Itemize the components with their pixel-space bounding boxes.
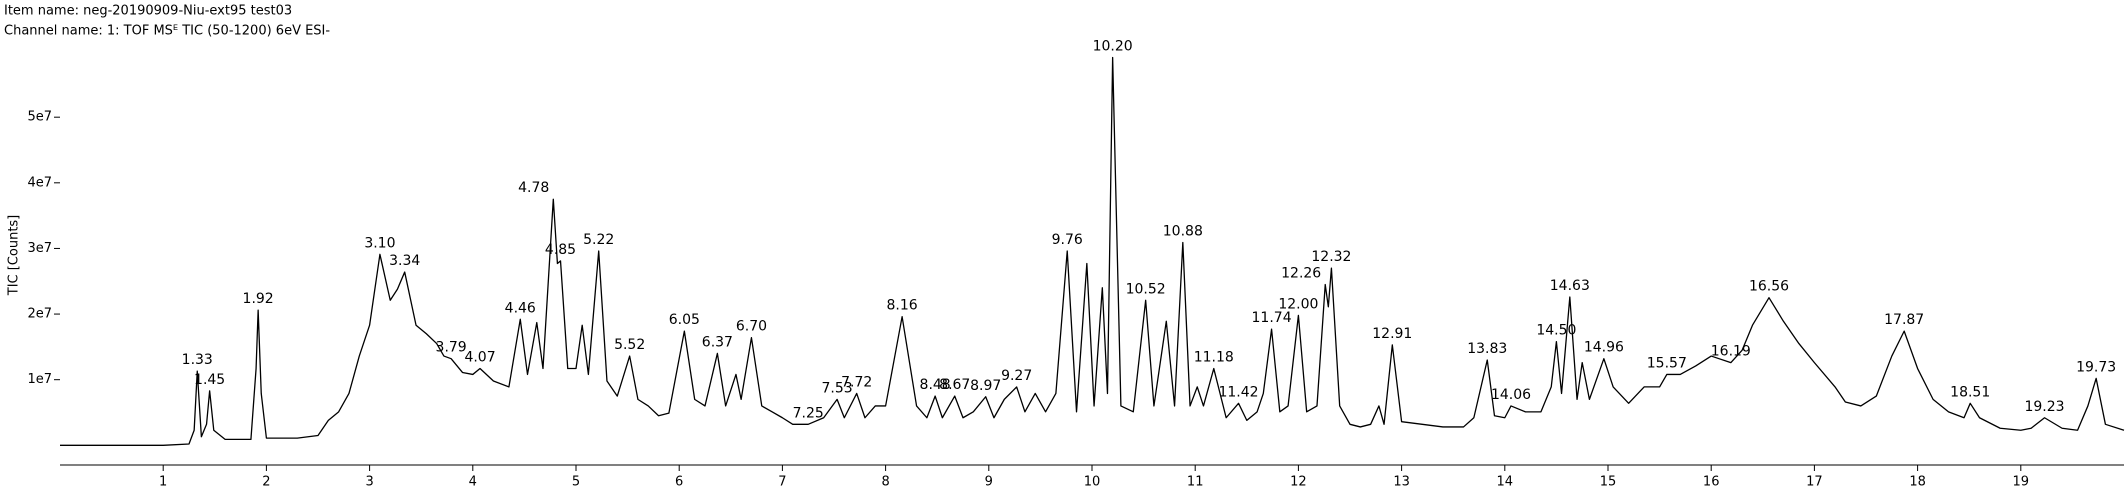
peak-label: 5.22 — [583, 232, 614, 248]
y-tick-label: 4e7 — [27, 175, 52, 190]
x-tick-label: 11 — [1187, 475, 1204, 490]
peak-label: 7.72 — [841, 374, 872, 390]
y-axis-label: TIC [Counts] — [7, 215, 22, 297]
peak-label: 12.32 — [1311, 249, 1351, 265]
trace — [60, 56, 2125, 446]
item-name: Item name: neg-20190909-Niu-ext95 test03 — [4, 4, 292, 19]
peak-label: 14.50 — [1536, 323, 1576, 339]
peak-label: 15.57 — [1647, 355, 1687, 371]
peak-label: 9.27 — [1001, 368, 1032, 384]
peak-label: 4.78 — [518, 180, 549, 196]
x-tick-label: 9 — [985, 475, 993, 490]
peak-label: 10.20 — [1093, 38, 1133, 54]
peak-label: 14.63 — [1550, 278, 1590, 294]
y-tick-label: 1e7 — [27, 372, 52, 387]
peak-label: 8.16 — [887, 298, 918, 314]
peak-label: 6.05 — [669, 312, 700, 328]
x-tick-label: 1 — [159, 475, 167, 490]
peak-label: 14.06 — [1491, 387, 1531, 403]
peak-label: 8.67 — [939, 377, 970, 393]
peak-label: 19.73 — [2076, 359, 2116, 375]
x-tick-label: 16 — [1703, 475, 1720, 490]
y-tick-label: 2e7 — [27, 307, 52, 322]
x-tick-label: 6 — [675, 475, 683, 490]
peak-label: 11.42 — [1218, 384, 1258, 400]
peak-label: 1.45 — [194, 372, 225, 388]
peak-label: 1.92 — [243, 291, 274, 307]
x-tick-label: 18 — [1909, 475, 1926, 490]
peak-label: 16.56 — [1749, 279, 1789, 295]
peak-label: 3.79 — [436, 340, 467, 356]
peak-label: 12.91 — [1372, 326, 1412, 342]
y-tick-label: 3e7 — [27, 241, 52, 256]
peak-label: 19.23 — [2024, 399, 2064, 415]
peak-label: 7.53 — [822, 380, 853, 396]
peak-label: 12.00 — [1278, 296, 1318, 312]
x-tick-label: 15 — [1600, 475, 1617, 490]
peak-label: 8.48 — [920, 377, 951, 393]
x-tick-label: 8 — [881, 475, 889, 490]
peak-label: 6.37 — [702, 334, 733, 350]
peak-label: 10.88 — [1163, 224, 1203, 240]
x-tick-label: 5 — [572, 475, 580, 490]
peak-label: 9.76 — [1052, 232, 1083, 248]
x-tick-label: 14 — [1497, 475, 1514, 490]
peak-label: 3.34 — [389, 253, 420, 269]
x-tick-label: 10 — [1084, 475, 1101, 490]
peak-label: 1.33 — [182, 352, 213, 368]
x-tick-label: 19 — [2013, 475, 2030, 490]
peak-label: 11.74 — [1252, 310, 1292, 326]
peak-label: 13.83 — [1467, 341, 1507, 357]
x-tick-label: 4 — [469, 475, 477, 490]
peak-label: 11.18 — [1194, 350, 1234, 366]
peak-label: 5.52 — [614, 337, 645, 353]
peak-label: 10.52 — [1126, 281, 1166, 297]
channel-name: Channel name: 1: TOF MSᴱ TIC (50-1200) 6… — [4, 24, 330, 39]
x-tick-label: 12 — [1290, 475, 1307, 490]
x-tick-label: 13 — [1393, 475, 1410, 490]
peak-label: 4.85 — [545, 242, 576, 258]
peak-label: 14.96 — [1584, 340, 1624, 356]
x-tick-label: 17 — [1806, 475, 1823, 490]
peak-label: 18.51 — [1950, 384, 1990, 400]
peak-label: 6.70 — [736, 319, 767, 335]
x-tick-label: 7 — [778, 475, 786, 490]
peak-label: 4.46 — [505, 300, 536, 316]
y-tick-label: 5e7 — [27, 110, 52, 125]
peak-label: 12.26 — [1281, 266, 1321, 282]
peak-label: 8.97 — [970, 378, 1001, 394]
peak-label: 3.10 — [364, 235, 395, 251]
peak-label: 17.87 — [1884, 312, 1924, 328]
peak-label: 4.07 — [464, 350, 495, 366]
peak-label: 7.25 — [793, 405, 824, 421]
x-tick-label: 2 — [262, 475, 270, 490]
peak-label: 16.19 — [1711, 344, 1751, 360]
x-tick-label: 3 — [365, 475, 373, 490]
